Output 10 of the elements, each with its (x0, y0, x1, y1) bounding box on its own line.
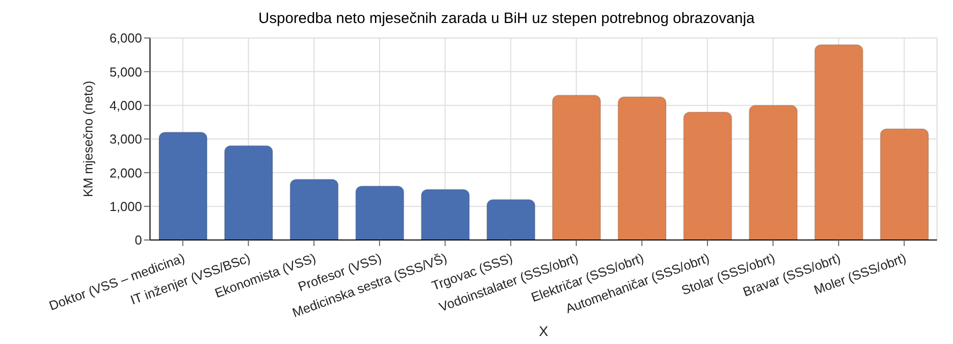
y-tick-label: 1,000 (109, 198, 142, 214)
y-tick-label: 3,000 (109, 132, 142, 147)
y-tick-label: 5,000 (109, 64, 142, 80)
y-tick-label: 0 (134, 232, 142, 248)
y-axis-title: KM mjesečno (neto) (80, 80, 96, 198)
chart-title: Usporedba neto mjesečnih zarada u BiH uz stepen potrebnog obrazovanja (257, 9, 756, 29)
x-axis-title: X (538, 323, 549, 339)
y-tick-label: 4,000 (109, 98, 142, 113)
y-tick-label: 6,000 (109, 30, 142, 46)
y-tick-label: 2,000 (109, 165, 142, 180)
